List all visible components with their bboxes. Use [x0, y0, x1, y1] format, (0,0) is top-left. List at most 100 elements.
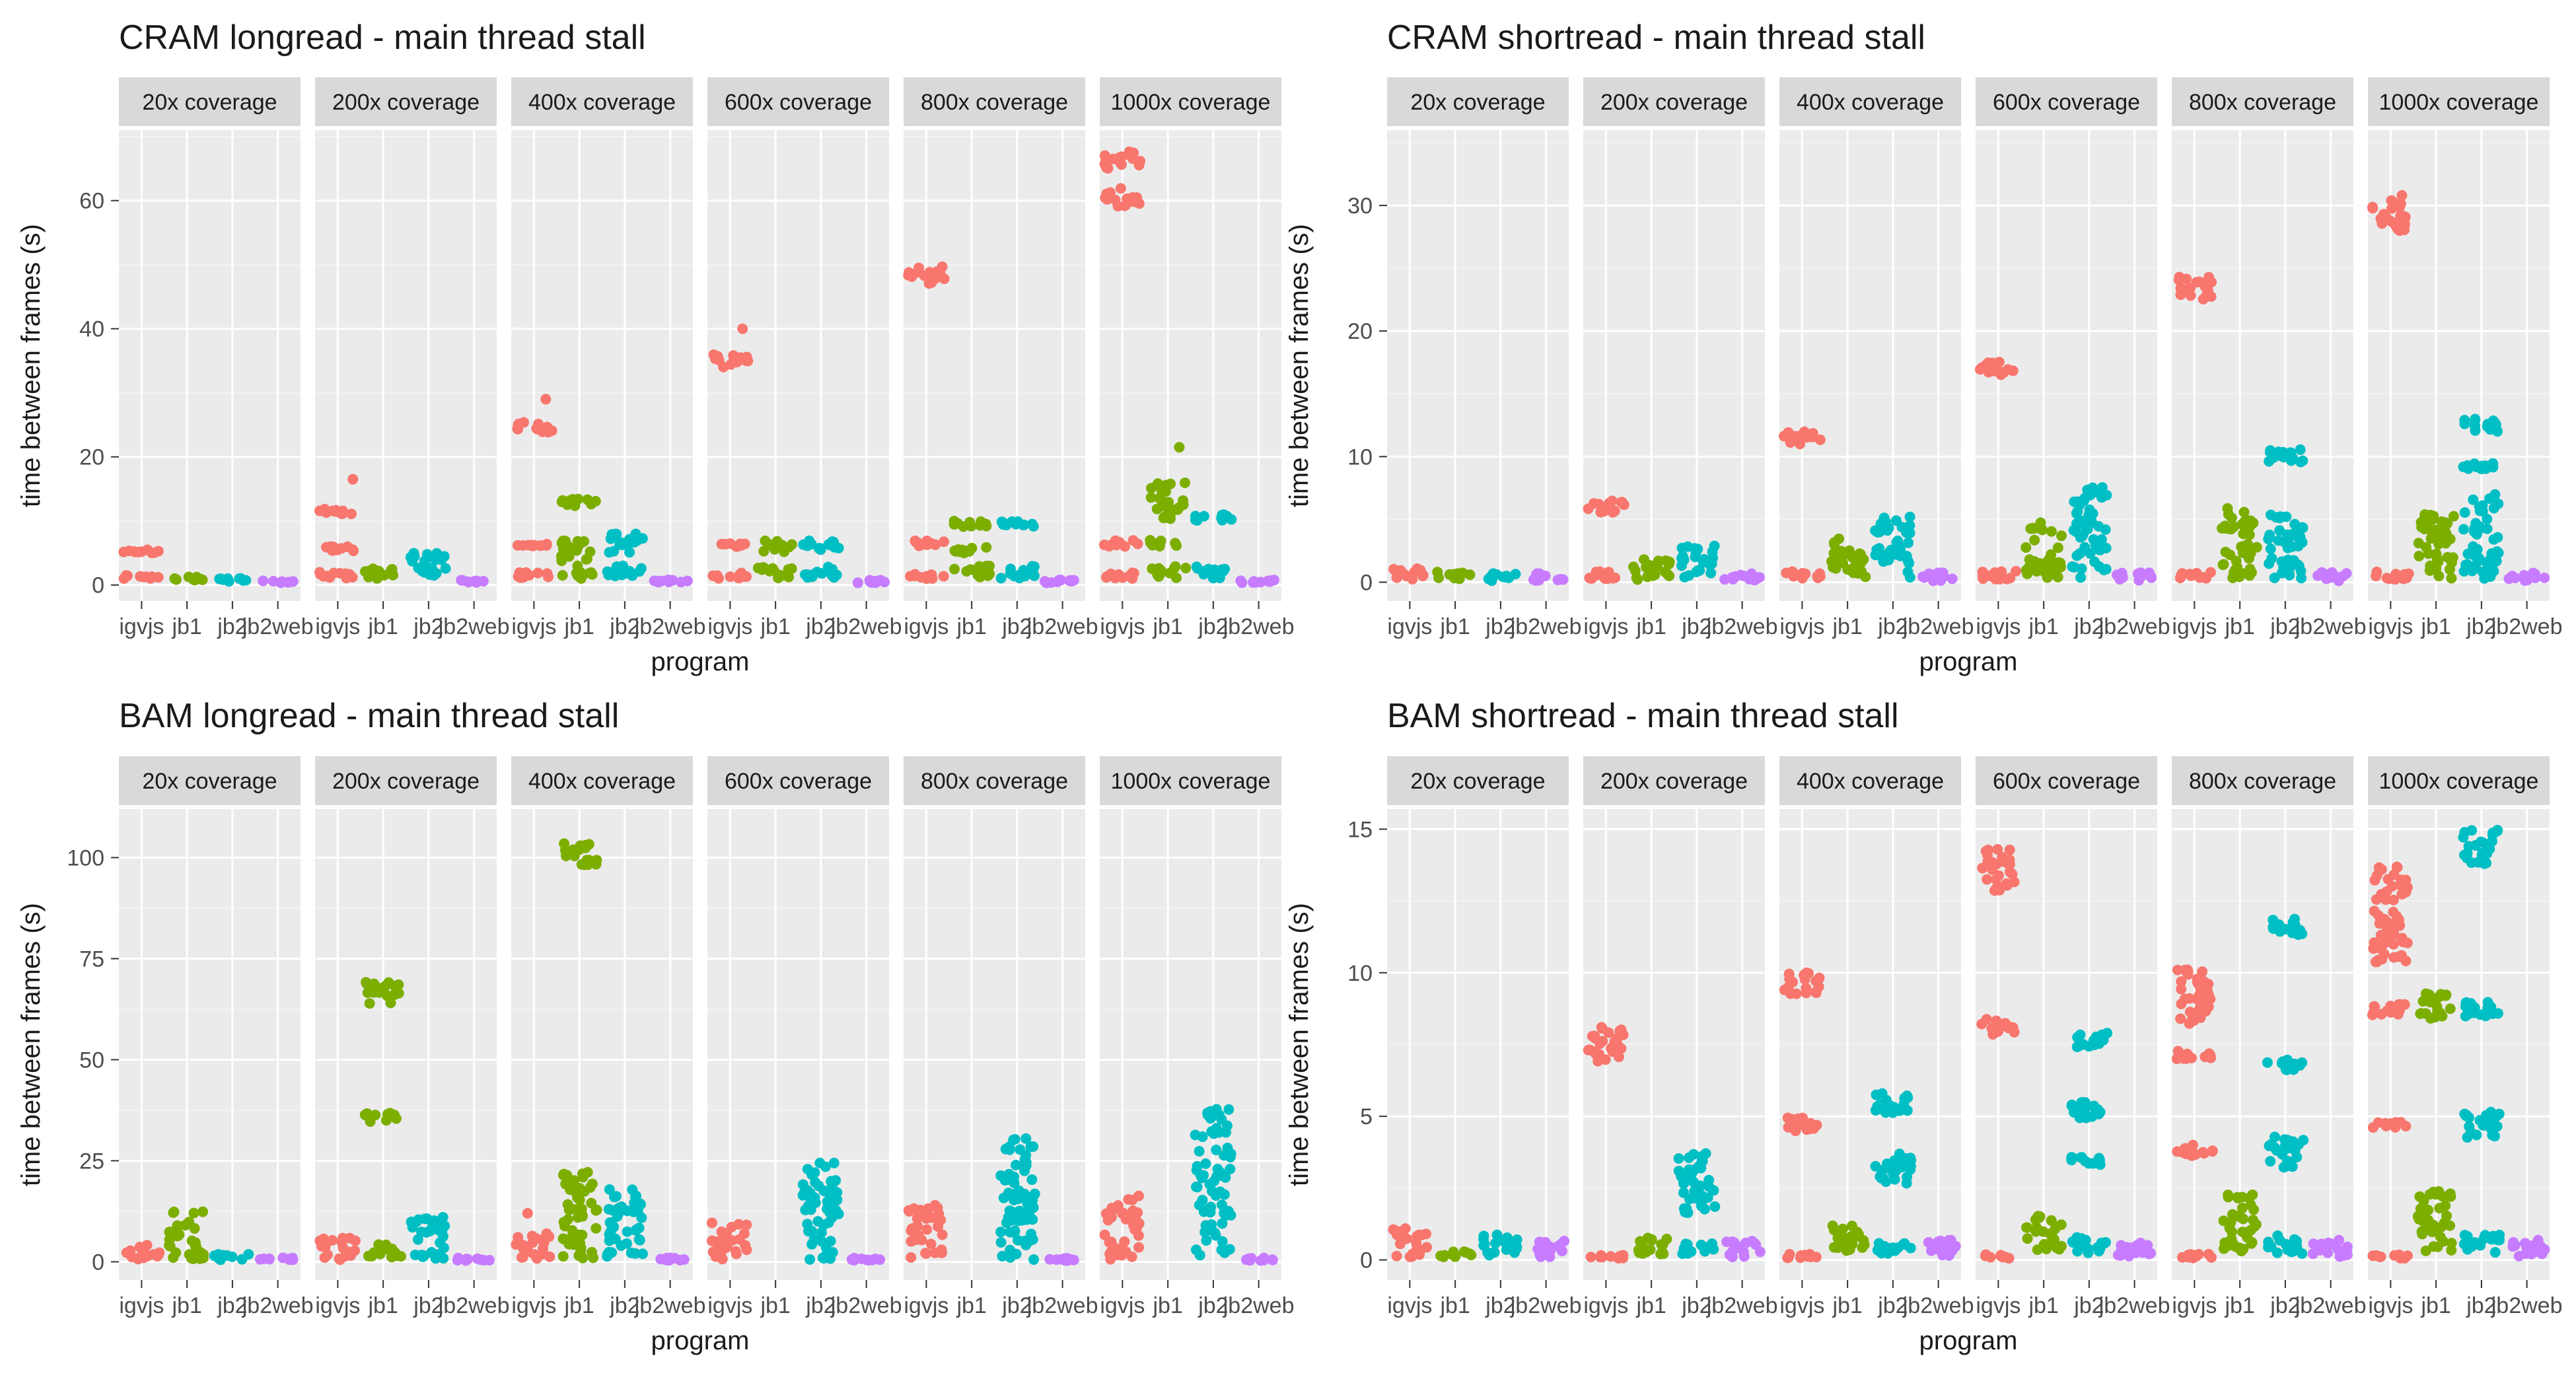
panel-background — [511, 130, 693, 601]
x-tick-label: jb2web — [1026, 614, 1098, 639]
x-tick-label: jb2 — [217, 614, 247, 639]
x-tick-label: jb1 — [1152, 1293, 1182, 1318]
data-point-igvjs — [2370, 956, 2381, 968]
x-tick-label: jb2 — [413, 614, 443, 639]
data-point-igvjs — [1133, 1242, 1145, 1253]
data-point-jb2 — [818, 1186, 830, 1197]
data-point-jb2 — [1222, 1142, 1233, 1153]
data-point-jb2 — [2487, 827, 2498, 838]
data-point-igvjs — [1795, 439, 1806, 450]
data-point-jb2 — [2470, 839, 2481, 851]
data-point-jb1 — [1156, 485, 1167, 496]
data-point-jb2 — [438, 1253, 449, 1264]
data-point-jb1 — [1858, 553, 1869, 565]
data-point-igvjs — [915, 1205, 926, 1216]
x-tick-label: jb2 — [1877, 614, 1908, 639]
data-point-jb2 — [630, 528, 641, 540]
points-group — [1388, 1223, 1570, 1262]
x-tick-label: igvjs — [904, 614, 948, 639]
x-tick-label: igvjs — [1387, 1293, 1432, 1318]
panel-background — [119, 809, 301, 1280]
data-point-jb2 — [2487, 462, 2499, 473]
data-point-jb2 — [2493, 548, 2504, 559]
data-point-jb2 — [1904, 511, 1915, 522]
chart-3: BAM longread - main thread stall 0 25 50 75 1… — [17, 697, 1295, 1355]
data-point-igvjs — [1799, 1250, 1810, 1261]
y-tick-label: 0 — [1360, 1248, 1373, 1273]
facet-strip — [315, 77, 497, 126]
chart-title: CRAM shortread - main thread stall — [1387, 18, 1925, 57]
data-point-jb2 — [2098, 1034, 2109, 1046]
data-point-jb2 — [1026, 1174, 1038, 1186]
data-point-jb1 — [590, 859, 602, 870]
data-point-jb1 — [1855, 565, 1867, 577]
y-tick-label: 0 — [1360, 570, 1373, 595]
facet-strip — [511, 77, 693, 126]
data-point-igvjs — [1803, 1123, 1814, 1134]
data-point-jb1 — [572, 1192, 583, 1203]
data-point-jb2 — [1197, 1131, 1208, 1143]
data-point-igvjs — [2391, 861, 2402, 872]
data-point-jb2web — [1925, 1245, 1937, 1256]
data-point-jb2 — [1225, 1164, 1236, 1175]
data-point-jb2web — [456, 575, 468, 586]
x-tick-label: jb2web — [634, 614, 706, 639]
chart-1: CRAM longread - main thread stall 0 20 40 60… — [17, 18, 1295, 676]
data-point-igvjs — [534, 423, 545, 435]
data-point-jb2web — [1051, 1254, 1062, 1265]
data-point-igvjs — [1394, 567, 1406, 578]
data-point-jb2 — [2474, 553, 2485, 564]
data-point-igvjs — [926, 277, 937, 289]
data-point-igvjs — [1790, 1125, 1801, 1137]
data-point-jb2 — [1217, 1236, 1228, 1247]
data-point-jb2 — [802, 540, 813, 551]
data-point-igvjs — [713, 1238, 725, 1250]
data-point-jb1 — [1157, 496, 1168, 507]
data-point-jb1 — [949, 545, 960, 556]
data-point-jb1 — [1458, 1246, 1470, 1258]
data-point-jb1 — [764, 539, 775, 550]
data-point-jb1 — [2428, 511, 2439, 522]
panel-background — [1583, 130, 1765, 601]
data-point-jb2 — [1202, 1108, 1213, 1119]
data-point-jb1 — [1846, 1221, 1857, 1232]
y-tick-label: 15 — [1347, 817, 1373, 842]
data-point-jb2 — [2458, 524, 2469, 535]
data-point-jb2 — [1681, 1203, 1692, 1215]
data-point-jb2 — [2094, 1155, 2105, 1166]
data-point-jb2 — [1203, 563, 1214, 575]
x-tick-label: igvjs — [2368, 614, 2413, 639]
data-point-jb1 — [775, 539, 786, 550]
data-point-igvjs — [1992, 843, 2003, 855]
data-point-jb2 — [1877, 1088, 1888, 1099]
data-point-jb2 — [2088, 1035, 2099, 1046]
data-point-igvjs — [1794, 1116, 1805, 1127]
data-point-jb2 — [2096, 492, 2107, 503]
data-point-jb2 — [2071, 518, 2083, 529]
data-point-igvjs — [1122, 193, 1133, 204]
data-point-jb1 — [2227, 1240, 2238, 1251]
x-tick-label: jb1 — [2028, 1293, 2058, 1318]
facet-strip — [119, 77, 301, 126]
facet-strip-label: 400x coverage — [1797, 769, 1944, 794]
data-point-igvjs — [1982, 357, 1993, 369]
data-point-jb1 — [2446, 1238, 2457, 1249]
data-point-igvjs — [1120, 1246, 1131, 1257]
data-point-igvjs — [1783, 1252, 1794, 1263]
data-point-jb1 — [559, 1234, 570, 1245]
data-point-jb2 — [1003, 1188, 1014, 1199]
data-point-igvjs — [2184, 993, 2195, 1004]
data-point-jb2 — [2088, 1101, 2099, 1112]
data-point-jb2 — [2283, 1143, 2294, 1154]
data-point-jb1 — [189, 1223, 200, 1234]
data-point-jb2 — [2462, 1132, 2473, 1143]
data-point-jb2 — [421, 549, 433, 560]
data-point-jb2 — [421, 1227, 432, 1238]
data-point-jb2web — [2130, 1247, 2141, 1258]
data-point-jb1 — [975, 516, 986, 527]
x-tick-label: igvjs — [2172, 614, 2217, 639]
facet-strip — [1976, 756, 2157, 805]
